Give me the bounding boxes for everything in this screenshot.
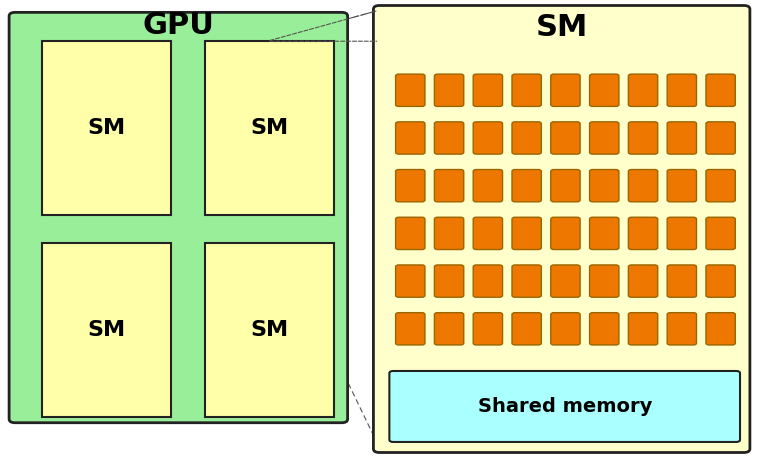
FancyBboxPatch shape	[628, 217, 658, 250]
FancyBboxPatch shape	[395, 313, 425, 345]
FancyBboxPatch shape	[590, 265, 619, 297]
FancyBboxPatch shape	[706, 74, 735, 106]
FancyBboxPatch shape	[551, 265, 580, 297]
FancyBboxPatch shape	[551, 217, 580, 250]
FancyBboxPatch shape	[551, 122, 580, 154]
FancyBboxPatch shape	[395, 74, 425, 106]
Text: SM: SM	[250, 118, 288, 138]
FancyBboxPatch shape	[667, 313, 697, 345]
FancyBboxPatch shape	[628, 169, 658, 202]
FancyBboxPatch shape	[205, 243, 334, 417]
FancyBboxPatch shape	[473, 169, 502, 202]
FancyBboxPatch shape	[706, 313, 735, 345]
FancyBboxPatch shape	[473, 74, 502, 106]
FancyBboxPatch shape	[473, 217, 502, 250]
FancyBboxPatch shape	[395, 265, 425, 297]
FancyBboxPatch shape	[434, 217, 464, 250]
FancyBboxPatch shape	[667, 122, 697, 154]
FancyBboxPatch shape	[9, 12, 348, 423]
FancyBboxPatch shape	[590, 74, 619, 106]
Text: SM: SM	[87, 118, 125, 138]
FancyBboxPatch shape	[42, 41, 171, 215]
FancyBboxPatch shape	[434, 265, 464, 297]
Text: SM: SM	[250, 320, 288, 340]
FancyBboxPatch shape	[551, 169, 580, 202]
Text: SM: SM	[87, 320, 125, 340]
FancyBboxPatch shape	[512, 265, 541, 297]
FancyBboxPatch shape	[512, 74, 541, 106]
FancyBboxPatch shape	[628, 313, 658, 345]
FancyBboxPatch shape	[706, 122, 735, 154]
FancyBboxPatch shape	[590, 313, 619, 345]
FancyBboxPatch shape	[512, 169, 541, 202]
FancyBboxPatch shape	[434, 74, 464, 106]
FancyBboxPatch shape	[434, 122, 464, 154]
FancyBboxPatch shape	[628, 74, 658, 106]
Text: GPU: GPU	[143, 11, 214, 40]
FancyBboxPatch shape	[373, 5, 750, 453]
FancyBboxPatch shape	[473, 313, 502, 345]
FancyBboxPatch shape	[205, 41, 334, 215]
FancyBboxPatch shape	[512, 122, 541, 154]
FancyBboxPatch shape	[590, 169, 619, 202]
Text: SM: SM	[535, 13, 588, 42]
FancyBboxPatch shape	[512, 313, 541, 345]
FancyBboxPatch shape	[706, 265, 735, 297]
FancyBboxPatch shape	[590, 217, 619, 250]
FancyBboxPatch shape	[706, 169, 735, 202]
FancyBboxPatch shape	[395, 169, 425, 202]
FancyBboxPatch shape	[389, 371, 740, 442]
FancyBboxPatch shape	[590, 122, 619, 154]
FancyBboxPatch shape	[706, 217, 735, 250]
FancyBboxPatch shape	[42, 243, 171, 417]
FancyBboxPatch shape	[512, 217, 541, 250]
FancyBboxPatch shape	[551, 74, 580, 106]
FancyBboxPatch shape	[551, 313, 580, 345]
FancyBboxPatch shape	[667, 265, 697, 297]
FancyBboxPatch shape	[667, 217, 697, 250]
FancyBboxPatch shape	[628, 122, 658, 154]
FancyBboxPatch shape	[395, 217, 425, 250]
FancyBboxPatch shape	[395, 122, 425, 154]
FancyBboxPatch shape	[667, 74, 697, 106]
FancyBboxPatch shape	[434, 313, 464, 345]
FancyBboxPatch shape	[434, 169, 464, 202]
Text: Shared memory: Shared memory	[477, 397, 652, 416]
FancyBboxPatch shape	[473, 122, 502, 154]
FancyBboxPatch shape	[667, 169, 697, 202]
FancyBboxPatch shape	[473, 265, 502, 297]
FancyBboxPatch shape	[628, 265, 658, 297]
